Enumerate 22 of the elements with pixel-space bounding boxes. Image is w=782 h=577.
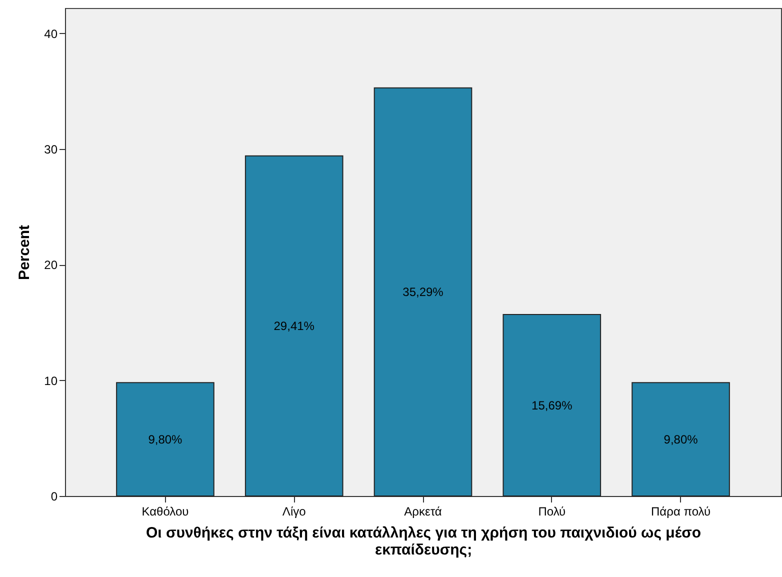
y-tick-label: 30 [44, 142, 58, 157]
bar [502, 314, 602, 496]
data-label: 15,69% [532, 398, 573, 412]
bar [632, 382, 730, 496]
y-tick-label: 10 [44, 374, 58, 388]
x-tick-label: Λίγο [282, 504, 306, 518]
y-axis-title: Percent [16, 224, 34, 280]
data-label: 9,80% [664, 432, 698, 446]
bar [374, 87, 472, 496]
data-label: 9,80% [148, 432, 183, 446]
y-tick-label: 40 [44, 26, 58, 41]
data-label: 29,41% [274, 318, 315, 333]
x-tick-label: Πολύ [538, 504, 566, 518]
x-tick-label: Αρκετά [404, 504, 442, 518]
x-tick-label: Καθόλου [142, 504, 189, 518]
x-tick-label: Πάρα πολύ [651, 504, 711, 518]
x-axis-title: Οι συνθήκες στην τάξη είναι κατάλληλες για τη χρήση του παιχνιδιού ως μέσο εκπαίδευσης; [146, 524, 702, 558]
y-tick-label: 20 [44, 258, 58, 272]
y-tick-label: 0 [50, 490, 58, 504]
bar [116, 382, 214, 496]
data-label: 35,29% [402, 284, 444, 299]
bar [244, 155, 344, 496]
